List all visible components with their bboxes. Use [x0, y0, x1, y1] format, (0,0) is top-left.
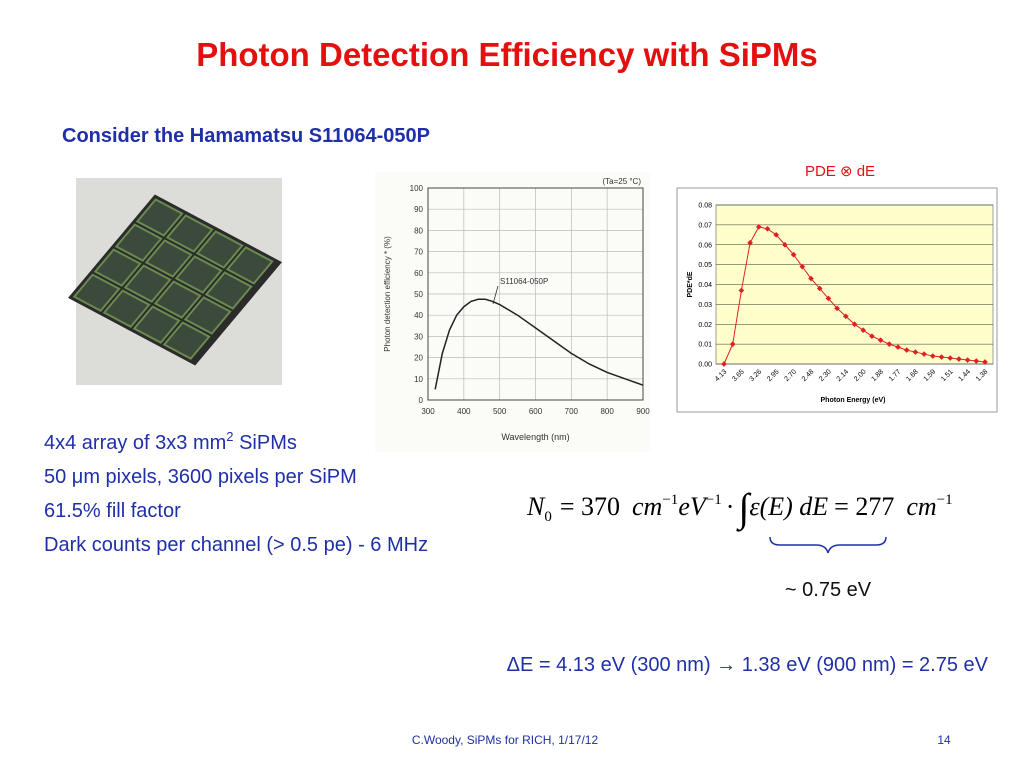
data-point: [799, 263, 806, 270]
brace-label: ~ 0.75 eV: [785, 579, 872, 601]
x-tick-label: 800: [600, 407, 614, 416]
y-tick-label: 0: [419, 396, 424, 405]
y-tick-label: 80: [414, 226, 423, 235]
spec-line: 61.5% fill factor: [44, 500, 181, 522]
y-tick-label: 0.06: [698, 242, 712, 249]
spec-line: 50 μm pixels, 3600 pixels per SiPM: [44, 466, 357, 488]
plot-frame: [427, 187, 644, 401]
data-point: [947, 355, 954, 361]
data-point: [729, 341, 736, 347]
x-tick-label: 300: [421, 407, 435, 416]
y-tick-label: 100: [410, 184, 424, 193]
brace: [769, 536, 887, 554]
y-tick-label: 0.01: [698, 342, 712, 349]
data-point: [747, 239, 753, 246]
data-point: [755, 224, 762, 230]
data-point: [816, 285, 823, 292]
y-tick-label: 0.07: [698, 222, 712, 229]
equation: N0 = 370 cm−1eV−1 · ∫ε(E) dE = 277 cm−1: [526, 485, 953, 532]
data-point: [782, 241, 788, 248]
x-tick-label: 500: [493, 407, 507, 416]
y-tick-label: 0.05: [698, 262, 712, 269]
data-point: [886, 341, 893, 347]
data-point: [929, 353, 936, 359]
data-point: [877, 337, 884, 343]
footer: C.Woody, SiPMs for RICH, 1/17/12: [412, 733, 599, 747]
data-point: [921, 351, 927, 357]
y-axis-label: PDE*dE: [687, 271, 694, 297]
data-point: [851, 321, 858, 328]
data-point: [895, 344, 901, 350]
y-axis-label: Photon detection efficiency * (%): [383, 236, 392, 352]
data-point: [860, 327, 867, 334]
data-point: [808, 275, 814, 282]
y-tick-label: 0.00: [698, 362, 712, 369]
data-point: [825, 295, 832, 302]
y-tick-label: 0.04: [698, 282, 712, 289]
page-number: 14: [937, 733, 951, 747]
subtitle: Consider the Hamamatsu S11064-050P: [62, 125, 430, 147]
data-point: [834, 305, 840, 312]
chart-title: PDE ⊗ dE: [805, 163, 875, 180]
pde-curve: [434, 298, 644, 390]
data-point: [912, 349, 919, 355]
y-tick-label: 0.08: [698, 203, 712, 210]
data-point: [790, 251, 797, 258]
data-point: [982, 359, 988, 365]
data-point: [842, 313, 849, 320]
y-tick-label: 90: [414, 205, 423, 214]
x-axis-label: Wavelength (nm): [501, 432, 569, 442]
y-tick-label: 40: [414, 311, 423, 320]
curve-label: S11064-050P: [500, 277, 548, 286]
data-point: [903, 347, 910, 353]
y-tick-label: 0.02: [698, 322, 712, 329]
data-point: [973, 358, 980, 364]
data-point: [964, 357, 971, 363]
x-axis-label: Photon Energy (eV): [821, 397, 886, 404]
slide-title: Photon Detection Efficiency with SiPMs: [196, 36, 818, 73]
data-point: [938, 354, 945, 360]
y-tick-label: 20: [414, 354, 423, 363]
y-tick-label: 50: [414, 290, 423, 299]
data-point: [721, 361, 727, 367]
x-tick-label: 900: [636, 407, 650, 416]
data-point: [956, 356, 962, 362]
data-point: [738, 287, 745, 294]
data-point: [869, 333, 875, 340]
leader-line: [492, 285, 499, 305]
y-tick-label: 60: [414, 269, 423, 278]
spec-line: Dark counts per channel (> 0.5 pe) - 6 M…: [44, 534, 428, 556]
data-point: [764, 226, 771, 232]
y-tick-label: 70: [414, 248, 423, 257]
chip-photo: [68, 178, 282, 385]
spec-line: 4x4 array of 3x3 mm2 SiPMs: [44, 429, 297, 454]
delta-e: ΔE = 4.13 eV (300 nm) → 1.38 eV (900 nm)…: [507, 654, 989, 676]
y-tick-label: 30: [414, 332, 423, 341]
x-tick-label: 700: [565, 407, 579, 416]
x-tick-label: 600: [529, 407, 543, 416]
annotation: (Ta=25 °C): [602, 177, 641, 186]
data-point: [773, 231, 780, 238]
x-tick-label: 400: [457, 407, 471, 416]
y-tick-label: 0.03: [698, 302, 712, 309]
y-tick-label: 10: [414, 375, 423, 384]
